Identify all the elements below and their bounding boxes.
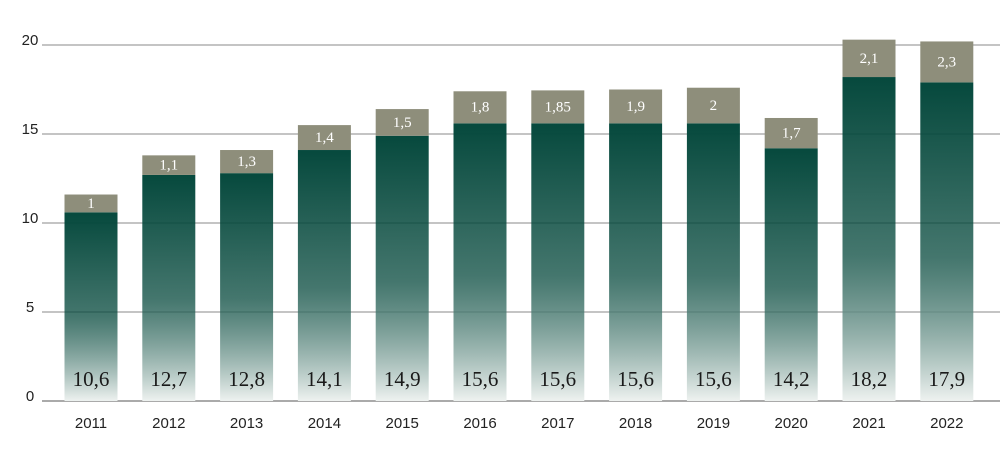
bar-segment — [220, 173, 274, 401]
y-tick-label: 20 — [22, 32, 39, 49]
bar-segment — [531, 90, 585, 124]
x-tick-label: 2013 — [230, 415, 263, 432]
bar-segment — [297, 125, 351, 151]
x-tick-label: 2018 — [619, 415, 652, 432]
value-label: 14,9 — [384, 367, 421, 391]
bar-segment — [64, 194, 118, 213]
value-label: 1 — [87, 196, 95, 212]
x-tick-label: 2017 — [541, 415, 574, 432]
bar-segment — [64, 212, 118, 401]
y-tick-label: 15 — [22, 121, 39, 138]
bar-segment — [297, 150, 351, 401]
value-label: 1,4 — [315, 130, 334, 146]
value-label: 18,2 — [851, 367, 888, 391]
value-label: 1,8 — [471, 100, 490, 116]
value-label: 1,9 — [626, 99, 645, 115]
x-tick-label: 2011 — [75, 415, 107, 432]
value-label: 1,7 — [782, 126, 801, 142]
value-label: 1,1 — [159, 158, 178, 174]
value-label: 1,5 — [393, 115, 412, 131]
y-tick-label: 0 — [26, 388, 34, 405]
x-tick-label: 2021 — [852, 415, 885, 432]
x-tick-label: 2016 — [463, 415, 496, 432]
bar-segment — [142, 155, 196, 175]
bar-segment — [531, 123, 585, 401]
bar-segment — [220, 150, 274, 174]
bar-segment — [375, 135, 429, 401]
bar-segment — [609, 123, 663, 401]
value-label: 12,8 — [228, 367, 265, 391]
value-label: 1,3 — [237, 154, 256, 170]
value-label: 15,6 — [462, 367, 499, 391]
x-tick-label: 2020 — [775, 415, 808, 432]
value-label: 15,6 — [617, 367, 654, 391]
bar-segment — [142, 174, 196, 401]
value-label: 2,1 — [860, 51, 879, 67]
bar-segment — [686, 87, 740, 124]
bar-segment — [842, 39, 896, 78]
bar-segment — [375, 109, 429, 136]
bar-segment — [920, 82, 974, 401]
bar-segment — [686, 123, 740, 401]
value-label: 15,6 — [695, 367, 732, 391]
value-label: 1,85 — [545, 99, 571, 115]
x-tick-label: 2015 — [386, 415, 419, 432]
y-tick-label: 10 — [22, 210, 39, 227]
value-label: 14,1 — [306, 367, 343, 391]
x-tick-label: 2022 — [930, 415, 963, 432]
value-label: 12,7 — [150, 367, 187, 391]
x-tick-label: 2019 — [697, 415, 730, 432]
x-tick-label: 2014 — [308, 415, 341, 432]
value-label: 15,6 — [539, 367, 576, 391]
bar-segment — [453, 91, 507, 124]
value-label: 2,3 — [937, 54, 956, 70]
value-label: 17,9 — [928, 367, 965, 391]
bar-segment — [764, 148, 818, 401]
bar-segment — [609, 89, 663, 124]
bar-segment — [764, 117, 818, 149]
value-label: 2 — [710, 98, 718, 114]
x-tick-label: 2012 — [152, 415, 185, 432]
value-label: 14,2 — [773, 367, 810, 391]
bar-segment — [920, 41, 974, 83]
bar-segment — [453, 123, 507, 401]
y-tick-label: 5 — [26, 299, 34, 316]
bar-segment — [842, 77, 896, 401]
value-label: 10,6 — [73, 367, 110, 391]
